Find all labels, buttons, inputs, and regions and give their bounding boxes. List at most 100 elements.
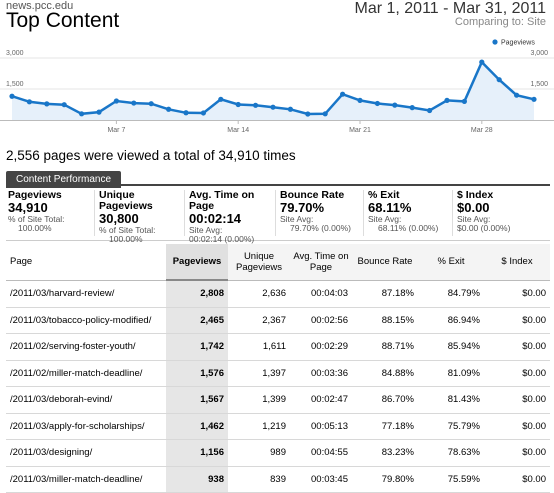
x-tick-label: Mar 21: [349, 127, 371, 134]
y-tick-label: 3,000: [6, 50, 24, 57]
table-cell: $0.00: [484, 307, 550, 334]
table-cell: 1,576: [166, 360, 228, 387]
x-tick-label: Mar 14: [227, 127, 249, 134]
chart-point[interactable]: [113, 98, 119, 104]
chart-point[interactable]: [44, 101, 50, 107]
table-cell: $0.00: [484, 386, 550, 414]
metrics-bar: Pageviews 34,910 % of Site Total: 100.00…: [6, 186, 550, 244]
chart-point[interactable]: [235, 101, 241, 108]
table-cell: 86.70%: [352, 386, 418, 414]
chart-point[interactable]: [26, 99, 32, 105]
chart-point[interactable]: [357, 97, 363, 103]
table-cell: 2,367: [228, 307, 290, 334]
chart-point[interactable]: [409, 105, 415, 111]
metric-unique-pageviews: Unique Pageviews 30,800 % of Site Total:…: [99, 190, 185, 244]
chart-point[interactable]: [270, 104, 276, 110]
divider: [184, 190, 185, 236]
page-link[interactable]: /2011/03/miller-match-deadline/: [6, 466, 166, 493]
table-cell: 81.09%: [418, 360, 484, 387]
table-cell: 00:03:36: [290, 360, 352, 387]
tab-underline: [6, 184, 550, 186]
metric-sub: 100.00%: [109, 234, 143, 244]
chart-point[interactable]: [183, 110, 189, 116]
chart-point[interactable]: [531, 96, 537, 102]
table-cell: 83.23%: [352, 439, 418, 467]
table-cell: 00:03:45: [290, 466, 352, 493]
table-row[interactable]: /2011/03/deborah-evind/1,567 1,399 00:02:4…: [6, 386, 550, 414]
table-row[interactable]: /2011/02/serving-foster-youth/1,742 1,611…: [6, 333, 550, 361]
table-row[interactable]: /2011/03/harvard-review/2,808 2,636 00:04:…: [6, 280, 550, 308]
divider: [94, 190, 95, 236]
chart-point[interactable]: [374, 100, 380, 107]
chart-point[interactable]: [322, 111, 328, 117]
tab-content-performance[interactable]: Content Performance: [6, 171, 122, 188]
chart-point[interactable]: [79, 111, 85, 117]
metric-label: Pageviews: [8, 189, 62, 201]
chart-point[interactable]: [340, 91, 346, 97]
col-header-pageviews[interactable]: Pageviews: [166, 244, 228, 281]
x-tick-label: Mar 7: [107, 127, 125, 134]
table-row[interactable]: /2011/02/miller-match-deadline/1,576 1,39…: [6, 360, 550, 387]
page-link[interactable]: /2011/02/serving-foster-youth/: [6, 333, 166, 361]
chart-point[interactable]: [218, 96, 224, 102]
chart-point[interactable]: [253, 102, 259, 108]
page-link[interactable]: /2011/03/tobacco-policy-modified/: [6, 307, 166, 334]
chart-point[interactable]: [61, 102, 67, 108]
table-cell: $0.00: [484, 439, 550, 467]
table-cell: 88.15%: [352, 307, 418, 334]
table-row[interactable]: /2011/03/miller-match-deadline/938 839 00:…: [6, 466, 550, 493]
col-header-exit[interactable]: % Exit: [418, 244, 484, 281]
chart-point[interactable]: [166, 106, 172, 112]
chart-legend: Pageviews: [492, 39, 535, 47]
table-cell: $0.00: [484, 466, 550, 493]
y-tick-label: 1,500: [6, 81, 24, 88]
chart-point[interactable]: [148, 101, 154, 107]
table-row[interactable]: /2011/03/tobacco-policy-modified/2,465 2,…: [6, 307, 550, 334]
table-cell: 1,399: [228, 386, 290, 414]
page-link[interactable]: /2011/03/harvard-review/: [6, 280, 166, 308]
chart-point[interactable]: [496, 77, 502, 83]
page-link[interactable]: /2011/03/apply-for-scholarships/: [6, 413, 166, 440]
metric-sub: Site Avg:: [368, 214, 402, 224]
col-header-avg-time[interactable]: Avg. Time on Page: [290, 244, 352, 281]
table-cell: 85.94%: [418, 333, 484, 361]
table-row[interactable]: /2011/03/apply-for-scholarships/1,462 1,2…: [6, 413, 550, 440]
table-cell: 00:02:29: [290, 333, 352, 361]
table-cell: 00:04:55: [290, 439, 352, 467]
metric-exit: % Exit 68.11% Site Avg: 68.11% (0.00%): [368, 190, 454, 233]
chart-point[interactable]: [96, 109, 102, 115]
x-tick-label: Mar 28: [471, 127, 493, 134]
table-cell: 2,636: [228, 280, 290, 308]
chart-point[interactable]: [479, 59, 485, 65]
page-title: Top Content: [6, 9, 120, 32]
chart-point[interactable]: [444, 97, 450, 103]
page-link[interactable]: /2011/03/deborah-evind/: [6, 386, 166, 414]
page-link[interactable]: /2011/02/miller-match-deadline/: [6, 360, 166, 387]
chart-point[interactable]: [287, 106, 293, 112]
date-range[interactable]: Mar 1, 2011 - Mar 31, 2011: [354, 0, 546, 17]
metric-sub: 100.00%: [18, 223, 52, 233]
summary-text: 2,556 pages were viewed a total of 34,91…: [6, 148, 296, 163]
metric-bounce-rate: Bounce Rate 79.70% Site Avg: 79.70% (0.0…: [280, 190, 366, 233]
table-cell: $0.00: [484, 413, 550, 440]
table-cell: 1,567: [166, 386, 228, 414]
chart-point[interactable]: [427, 107, 433, 114]
page-link[interactable]: /2011/03/designing/: [6, 439, 166, 467]
col-header-bounce-rate[interactable]: Bounce Rate: [352, 244, 418, 281]
chart-point[interactable]: [200, 110, 206, 116]
metric-label: $ Index: [457, 189, 494, 201]
chart-point[interactable]: [514, 92, 520, 98]
table-cell: 84.79%: [418, 280, 484, 308]
col-header-unique-pageviews[interactable]: Unique Pageviews: [228, 244, 290, 281]
chart-point[interactable]: [392, 102, 398, 108]
chart-point[interactable]: [131, 100, 137, 106]
metric-sub: % of Site Total:: [8, 214, 65, 224]
col-header-index[interactable]: $ Index: [484, 244, 550, 281]
table-cell: 77.18%: [352, 413, 418, 440]
table-cell: 75.79%: [418, 413, 484, 440]
table-row[interactable]: /2011/03/designing/1,156 989 00:04:55 83.23…: [6, 439, 550, 467]
chart-point[interactable]: [305, 111, 311, 117]
col-header-page[interactable]: Page: [6, 244, 166, 281]
chart-point[interactable]: [9, 93, 15, 99]
chart-point[interactable]: [461, 98, 467, 104]
